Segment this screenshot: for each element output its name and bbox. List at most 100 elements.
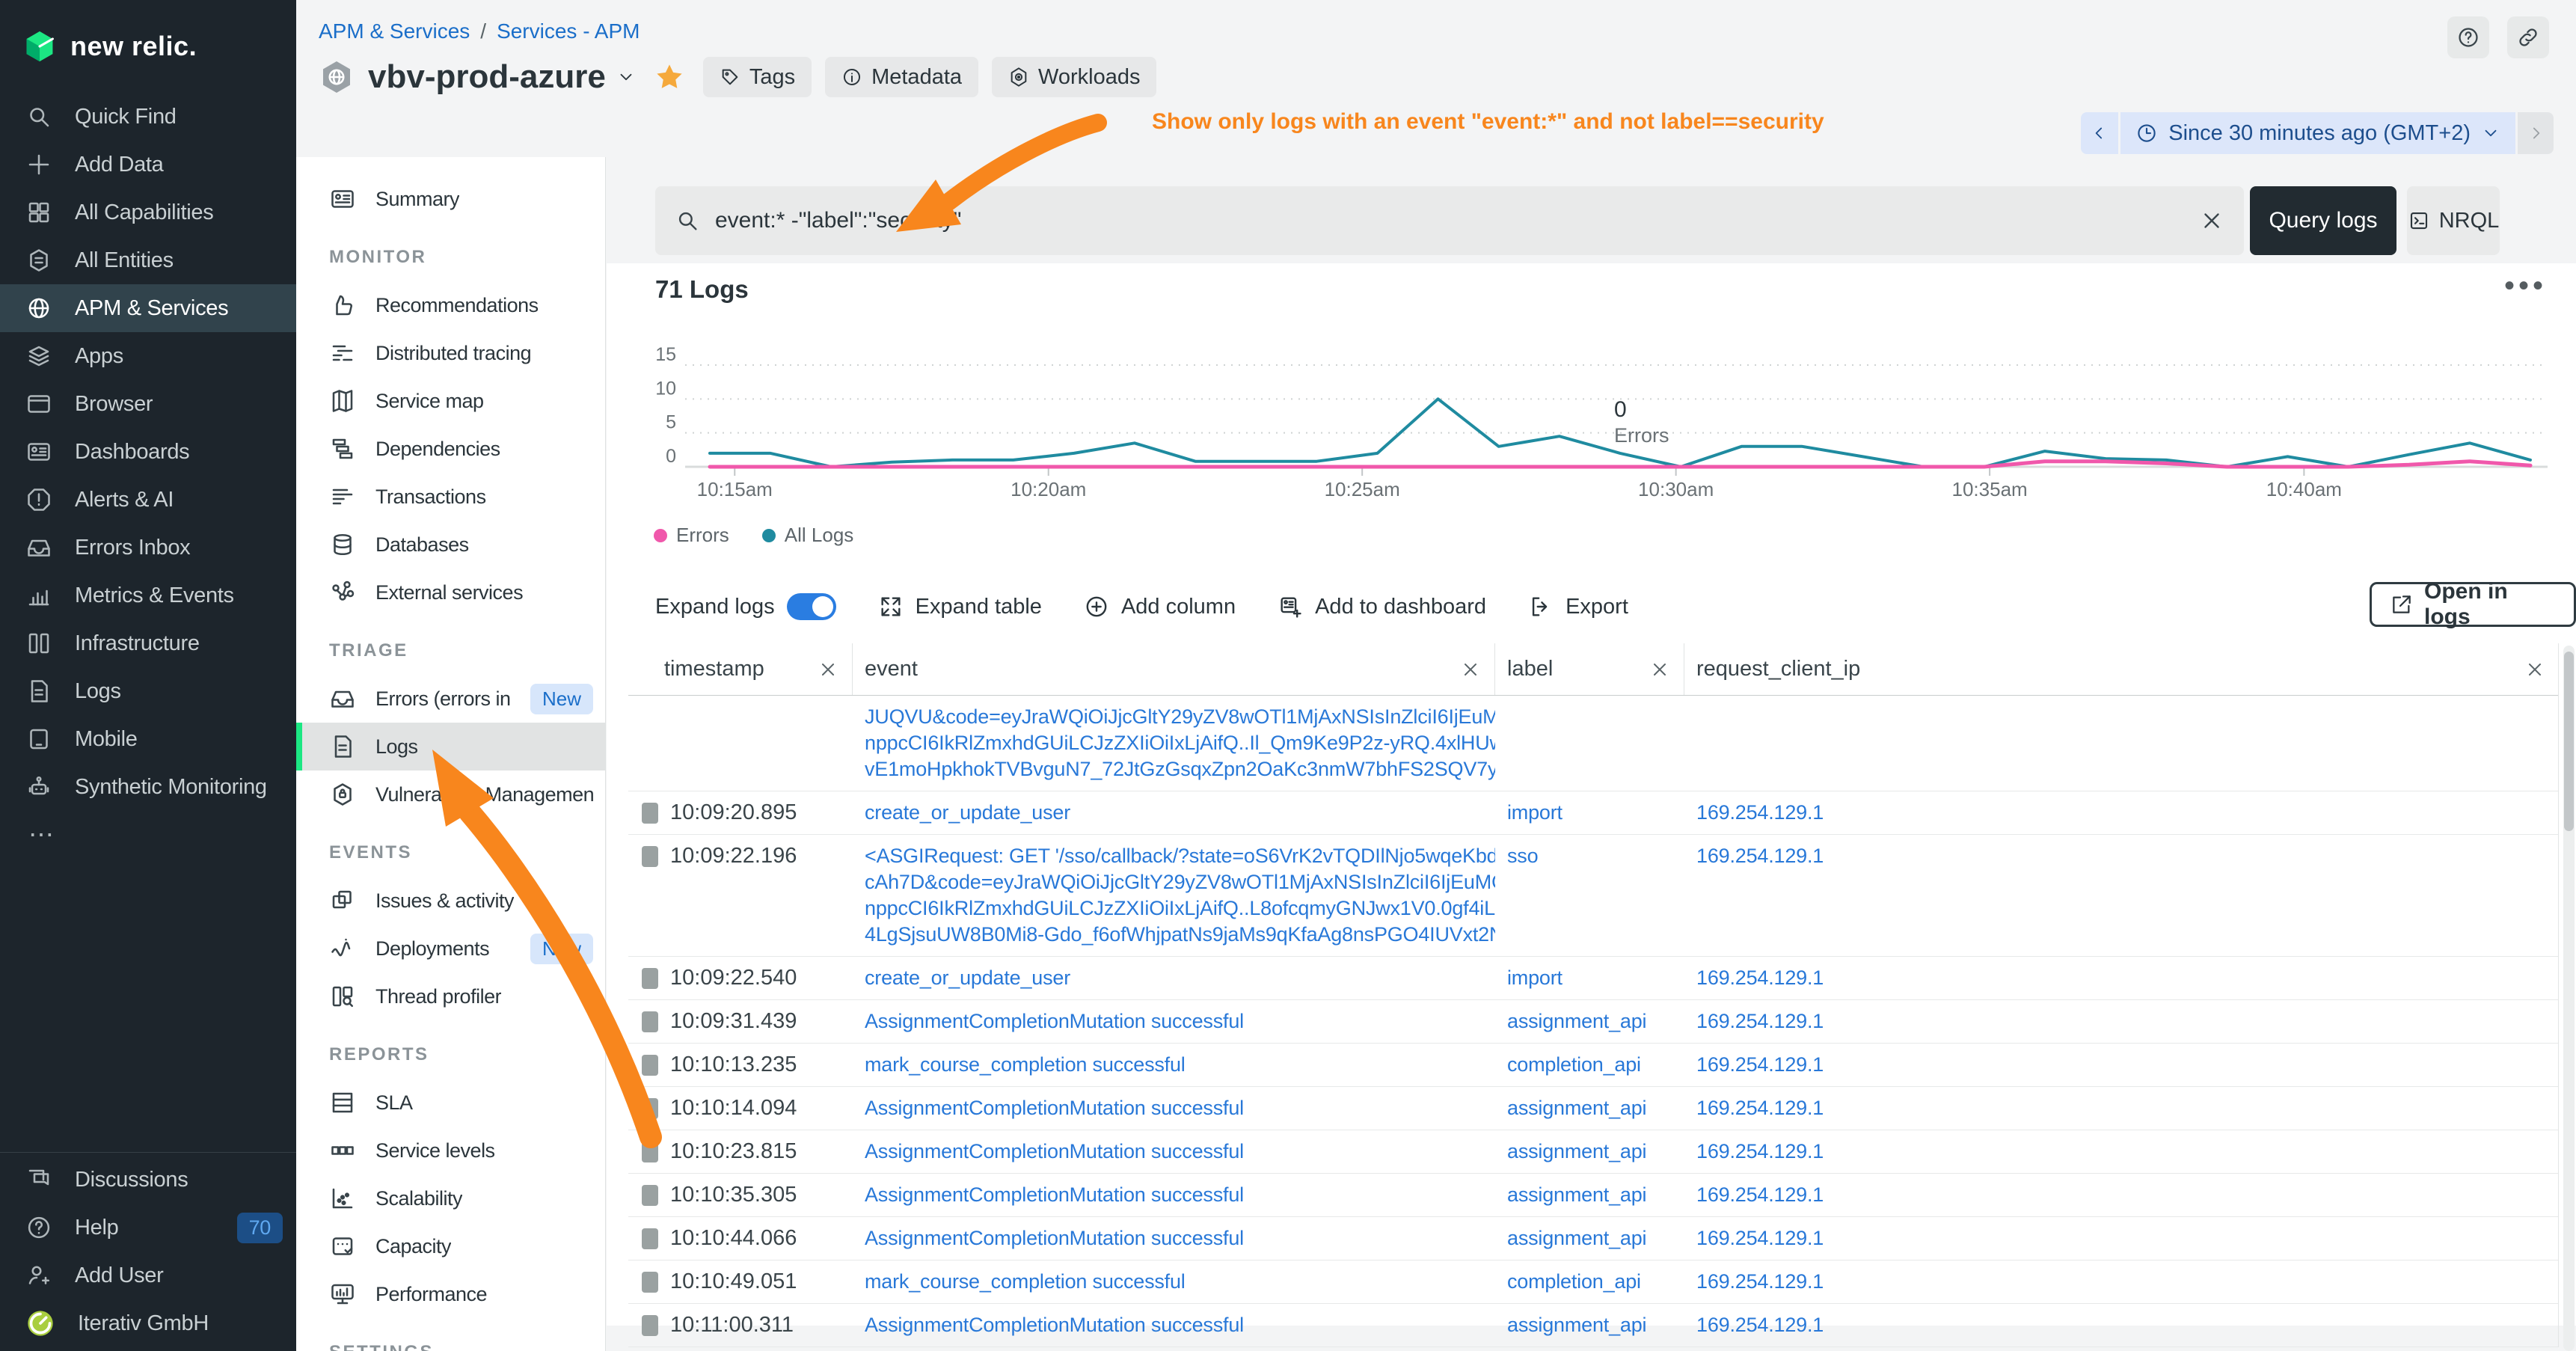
toggle-on-icon[interactable] [787, 593, 836, 620]
export-button[interactable]: Export [1528, 594, 1628, 619]
log-event-link[interactable]: create_or_update_user [865, 965, 1483, 991]
log-row[interactable]: 10:10:23.815AssignmentCompletionMutation… [628, 1130, 2558, 1174]
log-event-link[interactable]: AssignmentCompletionMutation successful [865, 1312, 1483, 1338]
legend-errors[interactable]: Errors [654, 524, 729, 547]
sidebar-item-quick-find[interactable]: Quick Find [0, 93, 296, 141]
panel-menu-icon[interactable]: ••• [2504, 269, 2547, 303]
open-in-logs-button[interactable]: Open in logs [2370, 582, 2576, 627]
log-event-link[interactable]: JUQVU&code=eyJraWQiOiJjcGltY29yZV8wOTl1M… [865, 704, 1483, 782]
subnav-item-performance[interactable]: Performance [296, 1270, 605, 1318]
log-event-link[interactable]: AssignmentCompletionMutation successful [865, 1225, 1483, 1252]
permalink-button[interactable] [2507, 16, 2549, 58]
sidebar-item-mobile[interactable]: Mobile [0, 715, 296, 763]
log-event-link[interactable]: AssignmentCompletionMutation successful [865, 1095, 1483, 1121]
expand-logs-toggle[interactable]: Expand logs [655, 593, 836, 620]
log-row[interactable]: 10:10:35.305AssignmentCompletionMutation… [628, 1174, 2558, 1217]
sidebar-item-help[interactable]: Help70 [0, 1204, 296, 1252]
subnav-item-logs[interactable]: Logs [296, 723, 605, 771]
log-client-ip-link[interactable]: 169.254.129.1 [1696, 1139, 2547, 1165]
subnav-item-dependencies[interactable]: Dependencies [296, 425, 605, 473]
subnav-item-errors-errors-inb[interactable]: Errors (errors inb...New [296, 675, 605, 723]
nrql-button[interactable]: NRQL [2407, 186, 2500, 255]
log-label-link[interactable]: assignment_api [1507, 1312, 1672, 1338]
subnav-item-external-services[interactable]: External services [296, 569, 605, 616]
clear-search-icon[interactable] [2199, 208, 2224, 233]
time-forward-button[interactable] [2518, 112, 2554, 154]
sidebar-item-browser[interactable]: Browser [0, 380, 296, 428]
help-button[interactable] [2447, 16, 2489, 58]
subnav-item-vulnerability-management[interactable]: Vulnerability Management [296, 771, 605, 818]
log-event-link[interactable]: mark_course_completion successful [865, 1269, 1483, 1295]
log-row[interactable]: 10:10:13.235mark_course_completion succe… [628, 1044, 2558, 1087]
log-client-ip-link[interactable]: 169.254.129.1 [1696, 1095, 2547, 1121]
log-row[interactable]: 10:10:49.051mark_course_completion succe… [628, 1260, 2558, 1304]
subnav-item-scalability[interactable]: Scalability [296, 1174, 605, 1222]
sidebar-item-dashboards[interactable]: Dashboards [0, 428, 296, 476]
log-search-input[interactable] [715, 208, 2184, 233]
log-row[interactable]: 10:10:44.066AssignmentCompletionMutation… [628, 1217, 2558, 1260]
subnav-item-recommendations[interactable]: Recommendations [296, 281, 605, 329]
log-label-link[interactable]: assignment_api [1507, 1182, 1672, 1208]
sidebar-item-all-entities[interactable]: All Entities [0, 236, 296, 284]
expand-table-button[interactable]: Expand table [878, 594, 1042, 619]
sidebar-item-alerts-ai[interactable]: Alerts & AI [0, 476, 296, 524]
log-event-link[interactable]: create_or_update_user [865, 800, 1483, 826]
log-row[interactable]: 10:09:22.540create_or_update_userimport1… [628, 957, 2558, 1000]
log-row[interactable]: JUQVU&code=eyJraWQiOiJjcGltY29yZV8wOTl1M… [628, 696, 2558, 791]
sidebar-item-apm-services[interactable]: APM & Services [0, 284, 296, 332]
log-event-link[interactable]: mark_course_completion successful [865, 1052, 1483, 1078]
tags-button[interactable]: Tags [703, 57, 812, 97]
remove-column-icon[interactable] [818, 659, 838, 680]
log-row[interactable]: 10:09:20.895create_or_update_userimport1… [628, 791, 2558, 835]
remove-column-icon[interactable] [2524, 659, 2545, 680]
log-client-ip-link[interactable]: 169.254.129.1 [1696, 1008, 2547, 1035]
subnav-item-databases[interactable]: Databases [296, 521, 605, 569]
log-client-ip-link[interactable]: 169.254.129.1 [1696, 843, 2547, 869]
time-range-button[interactable]: Since 30 minutes ago (GMT+2) [2120, 112, 2515, 154]
new-relic-logo[interactable]: new relic. [0, 0, 296, 93]
sidebar-item-synthetic-monitoring[interactable]: Synthetic Monitoring [0, 763, 296, 811]
subnav-item-service-map[interactable]: Service map [296, 377, 605, 425]
subnav-item-distributed-tracing[interactable]: Distributed tracing [296, 329, 605, 377]
legend-all-logs[interactable]: All Logs [762, 524, 854, 547]
sidebar-more-button[interactable]: ⋯ [0, 811, 296, 859]
sidebar-item-all-capabilities[interactable]: All Capabilities [0, 189, 296, 236]
add-to-dashboard-button[interactable]: Add to dashboard [1278, 594, 1486, 619]
log-event-link[interactable]: AssignmentCompletionMutation successful [865, 1139, 1483, 1165]
vertical-scrollbar[interactable] [2563, 646, 2575, 1351]
metadata-button[interactable]: Metadata [825, 57, 978, 97]
log-client-ip-link[interactable]: 169.254.129.1 [1696, 1225, 2547, 1252]
time-back-button[interactable] [2081, 112, 2118, 154]
log-client-ip-link[interactable]: 169.254.129.1 [1696, 1052, 2547, 1078]
breadcrumb-apm-services[interactable]: APM & Services [319, 19, 470, 43]
log-event-link[interactable]: AssignmentCompletionMutation successful [865, 1008, 1483, 1035]
subnav-item-summary[interactable]: Summary [296, 175, 605, 223]
log-row[interactable]: 10:11:00.311AssignmentCompletionMutation… [628, 1304, 2558, 1347]
log-label-link[interactable]: import [1507, 965, 1672, 991]
log-label-link[interactable]: assignment_api [1507, 1225, 1672, 1252]
log-client-ip-link[interactable]: 169.254.129.1 [1696, 1269, 2547, 1295]
log-label-link[interactable]: assignment_api [1507, 1139, 1672, 1165]
subnav-item-transactions[interactable]: Transactions [296, 473, 605, 521]
sidebar-item-errors-inbox[interactable]: Errors Inbox [0, 524, 296, 572]
subnav-item-issues-activity[interactable]: Issues & activity [296, 877, 605, 925]
account-menu[interactable]: Iterativ GmbH [0, 1299, 296, 1347]
subnav-item-capacity[interactable]: Capacity [296, 1222, 605, 1270]
add-column-button[interactable]: Add column [1084, 594, 1236, 619]
log-label-link[interactable]: assignment_api [1507, 1095, 1672, 1121]
log-client-ip-link[interactable]: 169.254.129.1 [1696, 800, 2547, 826]
workloads-button[interactable]: Workloads [992, 57, 1156, 97]
sidebar-item-infrastructure[interactable]: Infrastructure [0, 619, 296, 667]
sidebar-item-add-data[interactable]: Add Data [0, 141, 296, 189]
log-label-link[interactable]: sso [1507, 843, 1672, 869]
breadcrumb-services-apm[interactable]: Services - APM [497, 19, 640, 43]
sidebar-item-add-user[interactable]: Add User [0, 1252, 296, 1299]
log-label-link[interactable]: completion_api [1507, 1269, 1672, 1295]
scrollbar-thumb[interactable] [2564, 652, 2574, 831]
log-client-ip-link[interactable]: 169.254.129.1 [1696, 965, 2547, 991]
log-row[interactable]: 10:10:14.094AssignmentCompletionMutation… [628, 1087, 2558, 1130]
log-event-link[interactable]: AssignmentCompletionMutation successful [865, 1182, 1483, 1208]
log-client-ip-link[interactable]: 169.254.129.1 [1696, 1182, 2547, 1208]
log-event-link[interactable]: <ASGIRequest: GET '/sso/callback/?state=… [865, 843, 1483, 948]
log-label-link[interactable]: completion_api [1507, 1052, 1672, 1078]
